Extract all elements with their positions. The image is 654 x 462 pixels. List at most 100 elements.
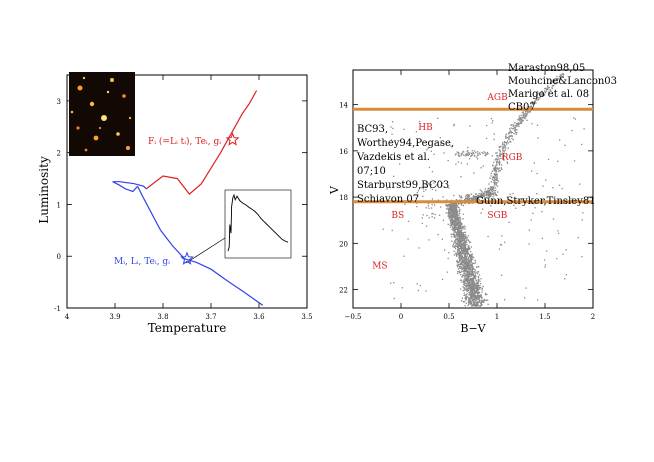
- cmd-point: [460, 162, 463, 164]
- cmd-point: [552, 85, 554, 87]
- cmd-point: [471, 256, 473, 258]
- cmd-point: [455, 236, 457, 238]
- cmd-point: [474, 274, 477, 276]
- cmd-point: [425, 189, 427, 191]
- cmd-point: [496, 177, 498, 179]
- left-x-tick-label: 3.5: [301, 313, 312, 321]
- cmd-point: [441, 182, 444, 184]
- cmd-point: [425, 290, 427, 292]
- cmd-point: [476, 286, 478, 288]
- cmd-point: [456, 224, 458, 226]
- cmd-point: [528, 110, 530, 112]
- cmd-point: [407, 220, 410, 222]
- cmd-point: [458, 217, 460, 219]
- cmd-point: [480, 303, 482, 305]
- cmd-point: [480, 299, 483, 301]
- cmd-point: [465, 285, 468, 287]
- cmd-point: [544, 91, 546, 93]
- cmd-point: [475, 295, 477, 297]
- cmd-point: [487, 153, 489, 155]
- cmd-point: [466, 266, 468, 268]
- cmd-point: [473, 301, 475, 303]
- cmd-point: [458, 238, 461, 240]
- cmd-point: [540, 93, 542, 96]
- cmd-point: [462, 228, 464, 230]
- cmd-point: [470, 293, 472, 295]
- cmd-point: [471, 293, 474, 295]
- cmd-point: [536, 124, 539, 126]
- cmd-point: [498, 158, 500, 160]
- cmd-point: [466, 281, 468, 283]
- cmd-point: [495, 172, 497, 174]
- cmd-point: [431, 216, 433, 218]
- cmd-point: [471, 298, 473, 300]
- cmd-point: [467, 279, 470, 281]
- cmd-point: [462, 260, 464, 263]
- cmd-point: [455, 245, 458, 248]
- cmd-point: [466, 263, 468, 265]
- region-label: MS: [372, 262, 387, 272]
- cmd-point: [516, 123, 518, 125]
- cmd-point: [490, 187, 492, 189]
- cmd-point: [493, 192, 495, 194]
- cmd-point: [451, 228, 453, 230]
- cmd-point: [513, 133, 515, 135]
- cmd-point: [508, 132, 510, 134]
- cmd-point: [450, 220, 452, 222]
- cmd-point: [477, 295, 479, 297]
- right-x-tick-label: −0.5: [345, 313, 362, 321]
- cmd-point: [539, 96, 541, 99]
- cmd-point: [457, 219, 459, 222]
- cmd-point: [458, 224, 460, 226]
- cmd-point: [522, 111, 524, 114]
- cmd-point: [459, 224, 461, 227]
- cmd-point: [467, 239, 469, 241]
- region-label: AGB: [486, 93, 508, 103]
- cmd-point: [473, 262, 475, 265]
- cmd-point: [470, 275, 472, 277]
- cmd-point: [458, 249, 460, 251]
- cmd-point: [480, 194, 482, 196]
- cmd-point: [513, 204, 515, 206]
- cmd-point: [468, 153, 470, 155]
- cmd-point: [447, 223, 449, 225]
- cmd-point: [509, 135, 512, 137]
- cmd-point: [455, 216, 457, 219]
- cmd-point: [500, 157, 502, 160]
- cmd-point: [465, 236, 467, 238]
- cmd-point: [463, 253, 465, 255]
- cmd-point: [454, 207, 456, 210]
- cmd-point: [463, 292, 465, 294]
- cmd-point: [465, 289, 467, 291]
- cmd-point: [470, 296, 472, 298]
- cmd-point: [398, 154, 401, 157]
- cmd-point: [454, 204, 456, 206]
- model-label: Schiavon 07: [357, 194, 419, 205]
- cmd-point: [471, 286, 473, 288]
- cmd-point: [459, 240, 461, 243]
- cmd-point: [473, 154, 476, 157]
- cmd-point: [565, 249, 567, 251]
- cmd-point: [469, 256, 472, 258]
- cmd-point: [462, 274, 464, 276]
- right-y-tick-label: 16: [339, 148, 348, 156]
- cmd-point: [510, 124, 512, 126]
- cmd-point: [497, 180, 499, 182]
- cmd-point: [534, 100, 536, 102]
- cmd-point: [549, 89, 551, 91]
- cmd-point: [551, 79, 553, 82]
- cmd-point: [477, 277, 480, 279]
- cmd-point: [453, 215, 455, 218]
- cmd-point: [533, 162, 535, 164]
- cmd-point: [399, 163, 401, 165]
- cmd-point: [462, 246, 464, 248]
- cmd-point: [507, 142, 509, 144]
- cmd-point: [458, 155, 460, 157]
- cmd-point: [457, 271, 459, 273]
- cmd-point: [462, 242, 464, 245]
- cmd-point: [468, 202, 470, 205]
- cmd-point: [483, 300, 485, 302]
- cmd-point: [458, 253, 461, 255]
- cmd-point: [490, 205, 492, 207]
- cmd-point: [469, 288, 471, 290]
